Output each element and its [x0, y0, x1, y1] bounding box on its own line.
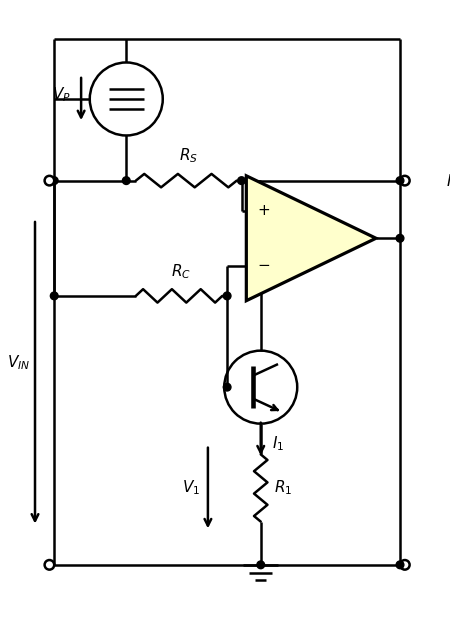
Circle shape [122, 177, 130, 184]
Circle shape [396, 561, 404, 569]
Text: $-$: $-$ [257, 257, 270, 271]
Circle shape [223, 384, 231, 391]
Text: $I_1$: $I_1$ [272, 434, 284, 453]
Text: $V_P$: $V_P$ [52, 85, 71, 104]
Circle shape [400, 176, 410, 185]
Circle shape [257, 561, 265, 569]
Circle shape [396, 234, 404, 242]
Circle shape [50, 292, 58, 300]
Text: +: + [257, 203, 270, 218]
Circle shape [45, 176, 54, 185]
Circle shape [45, 560, 54, 570]
Circle shape [396, 177, 404, 184]
Polygon shape [246, 176, 376, 301]
Text: $R_C$: $R_C$ [171, 262, 191, 281]
Circle shape [238, 177, 245, 184]
Circle shape [223, 292, 231, 300]
Text: $I$: $I$ [446, 173, 450, 189]
Text: $V_{IN}$: $V_{IN}$ [7, 354, 30, 373]
Circle shape [400, 560, 410, 570]
Circle shape [50, 177, 58, 184]
Text: $V_1$: $V_1$ [182, 479, 200, 497]
Text: $R_S$: $R_S$ [179, 147, 198, 165]
Text: $R_1$: $R_1$ [274, 479, 292, 497]
